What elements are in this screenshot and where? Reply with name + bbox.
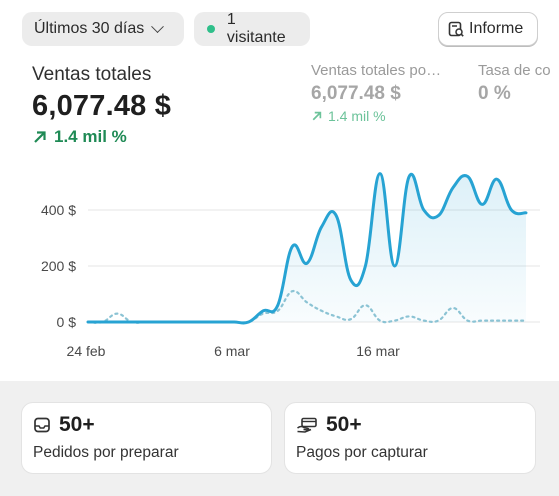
metric-value: 6,077.48 $ — [32, 90, 172, 122]
arrow-up-right-icon — [312, 111, 322, 121]
metric-value: 0 % — [478, 83, 511, 104]
metric-delta: 1.4 mil % — [311, 108, 461, 124]
metric-label: Ventas totales — [32, 64, 152, 85]
visitors-badge[interactable]: 1 visitante — [194, 11, 310, 46]
arrow-up-right-icon — [34, 131, 46, 143]
orders-label: Pedidos por preparar — [33, 444, 179, 461]
payments-to-capture-card[interactable]: 50+ Pagos por capturar — [284, 402, 536, 474]
x-tick-label: 16 mar — [356, 343, 400, 359]
visitors-label: 1 visitante — [226, 11, 286, 46]
series-sales-line — [86, 172, 528, 325]
chevron-down-icon — [151, 19, 165, 33]
live-dot-icon — [207, 25, 215, 33]
x-tick-label: 24 feb — [67, 343, 106, 359]
report-icon — [448, 21, 464, 37]
orders-to-fulfill-card[interactable]: 50+ Pedidos por preparar — [21, 402, 272, 474]
metric-delta-value: 1.4 mil % — [328, 108, 386, 124]
metric-total-sales[interactable]: Ventas totales 6,077.48 $ 1.4 mil % — [32, 64, 171, 147]
filter-bar: Últimos 30 días 1 visitante Informe — [0, 0, 559, 62]
sales-chart[interactable]: 400 $ 200 $ 0 $ 24 feb 6 mar 16 mar — [0, 150, 559, 375]
sales-area-fill — [88, 173, 526, 323]
metric-delta-value: 1.4 mil % — [54, 127, 127, 146]
payments-label: Pagos por capturar — [296, 444, 428, 461]
report-button-label: Informe — [469, 20, 524, 37]
y-tick-label: 400 $ — [41, 202, 76, 218]
date-range-selector[interactable]: Últimos 30 días — [22, 12, 184, 46]
metric-total-sales-by[interactable]: Ventas totales po… 6,077.48 $ 1.4 mil % — [311, 62, 461, 124]
report-button[interactable]: Informe — [438, 12, 538, 46]
metric-delta: 1.4 mil % — [32, 127, 171, 147]
date-range-label: Últimos 30 días — [34, 20, 145, 37]
metric-conversion-rate[interactable]: Tasa de co 0 % — [478, 62, 559, 105]
metric-value: 6,077.48 $ — [311, 83, 401, 104]
y-tick-label: 200 $ — [41, 258, 76, 274]
inbox-icon — [34, 417, 50, 433]
x-tick-label: 6 mar — [214, 343, 250, 359]
payment-hand-icon — [297, 417, 317, 433]
metric-label: Ventas totales po… — [311, 62, 442, 79]
metric-label: Tasa de co — [478, 62, 551, 79]
orders-count: 50+ — [59, 413, 95, 436]
payments-count: 50+ — [326, 413, 362, 436]
y-tick-label: 0 $ — [57, 314, 77, 330]
summary-section: 50+ Pedidos por preparar 50+ Pagos por c… — [0, 381, 559, 496]
